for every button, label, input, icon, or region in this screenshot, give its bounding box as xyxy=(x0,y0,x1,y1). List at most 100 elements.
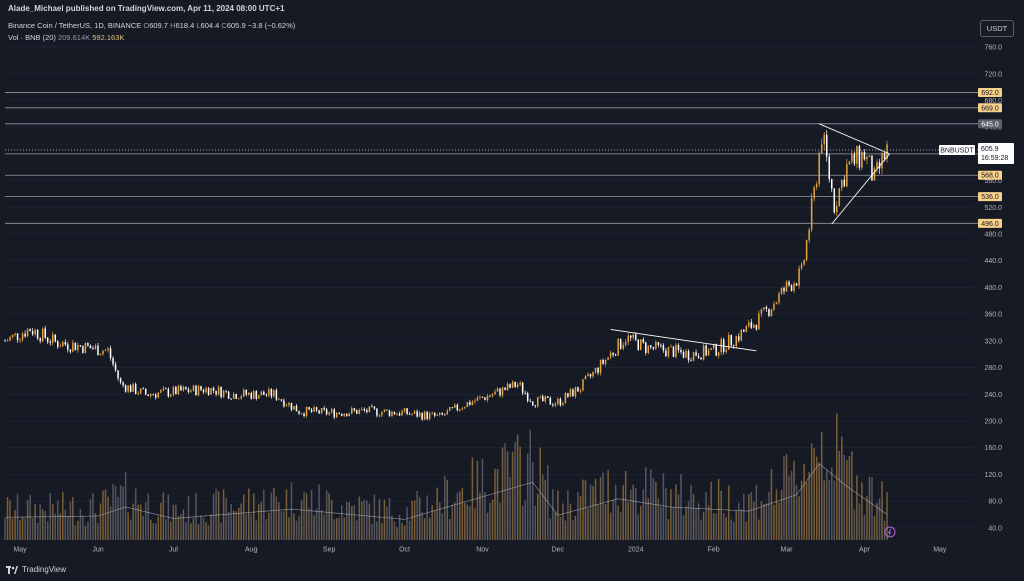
candle-body xyxy=(14,333,16,335)
candle-body xyxy=(501,387,504,396)
candle-body xyxy=(700,357,702,360)
volume-bar xyxy=(441,513,444,540)
candle-body xyxy=(237,398,240,400)
level-tag xyxy=(978,170,1002,180)
volume-bar xyxy=(594,478,597,540)
volume-bar xyxy=(506,451,509,540)
volume-bar xyxy=(112,483,114,540)
trendline xyxy=(610,329,757,352)
candle-body xyxy=(627,335,629,343)
candle-body xyxy=(152,394,155,396)
candle-body xyxy=(185,387,187,390)
candle-body xyxy=(730,334,732,346)
volume-bar xyxy=(358,496,361,540)
volume-bar xyxy=(614,484,617,540)
candle-body xyxy=(170,394,172,397)
y-tick-label: 240.0 xyxy=(984,392,1002,399)
volume-legend[interactable]: Vol · BNB (20) 209.614K 592.163K xyxy=(8,33,124,42)
volume-bar xyxy=(124,472,127,540)
candle-body xyxy=(604,359,607,364)
volume-bar xyxy=(323,514,325,540)
candle-body xyxy=(451,407,454,408)
volume-bar xyxy=(107,496,109,540)
volume-bar xyxy=(587,508,589,540)
volume-bar xyxy=(343,517,346,540)
candle-body xyxy=(549,397,552,405)
volume-bar xyxy=(672,507,675,540)
candle-body xyxy=(622,344,624,349)
volume-bar xyxy=(152,522,155,540)
volume-bar xyxy=(720,490,722,540)
candle-body xyxy=(285,405,288,407)
volume-bar xyxy=(310,489,313,540)
candle-body xyxy=(268,389,270,396)
candle-body xyxy=(667,347,670,357)
volume-bar xyxy=(185,521,187,540)
volume-bar xyxy=(268,512,270,540)
candle-body xyxy=(378,415,381,417)
candle-body xyxy=(348,413,351,417)
candle-body xyxy=(858,145,861,168)
symbol-tag-label: BNBUSDT xyxy=(940,147,974,154)
candle-body xyxy=(557,398,559,404)
ohlc-low-label: L xyxy=(196,21,201,30)
candle-body xyxy=(26,329,29,337)
x-tick-label: Nov xyxy=(476,547,489,554)
volume-bar xyxy=(562,503,564,540)
volume-bar xyxy=(459,491,461,540)
currency-button[interactable]: USDT xyxy=(980,20,1014,37)
candle-body xyxy=(559,398,562,406)
y-tick-label: 560.0 xyxy=(984,178,1002,185)
volume-bar xyxy=(210,514,212,540)
candle-body xyxy=(217,387,220,395)
volume-bar xyxy=(433,509,436,540)
volume-bar xyxy=(41,509,44,540)
volume-bar xyxy=(567,490,569,540)
candle-body xyxy=(109,348,112,359)
candle-body xyxy=(773,303,775,310)
volume-bar xyxy=(612,499,614,540)
volume-bar xyxy=(863,514,866,540)
volume-bar xyxy=(64,509,67,540)
volume-bar xyxy=(293,513,295,540)
candle-body xyxy=(881,153,883,169)
level-tag-label: 496.0 xyxy=(981,221,999,228)
x-tick-label: Jun xyxy=(92,547,103,554)
candle-body xyxy=(222,390,225,398)
candle-body xyxy=(642,339,645,343)
candle-body xyxy=(489,395,491,397)
volume-bar xyxy=(524,500,526,540)
volume-bar xyxy=(205,522,207,540)
symbol-legend[interactable]: Binance Coin / TetherUS, 1D, BINANCE O60… xyxy=(8,21,295,30)
volume-bar xyxy=(51,504,54,540)
volume-bar xyxy=(775,489,778,540)
candle-body xyxy=(147,394,149,396)
volume-bar xyxy=(59,513,62,540)
volume-bar xyxy=(283,510,285,540)
candle-body xyxy=(305,406,308,416)
x-tick-label: Apr xyxy=(859,547,871,554)
volume-bar xyxy=(232,510,235,540)
volume-ma-value: 592.163K xyxy=(92,33,125,42)
candle-body xyxy=(632,334,634,338)
volume-bar xyxy=(851,451,853,540)
volume-bar xyxy=(346,502,348,540)
candle-body xyxy=(403,408,406,412)
volume-bar xyxy=(381,523,383,540)
footer-brand[interactable]: TradingView xyxy=(6,565,66,574)
volume-bar xyxy=(652,477,655,540)
candle-body xyxy=(441,412,444,415)
volume-bar xyxy=(237,507,240,540)
candle-body xyxy=(876,162,878,169)
volume-bar xyxy=(351,506,353,540)
candle-body xyxy=(592,372,594,377)
volume-bar xyxy=(805,482,808,540)
candle-body xyxy=(863,151,866,160)
candle-body xyxy=(418,412,421,417)
volume-bar xyxy=(303,491,305,540)
volume-bar xyxy=(338,517,340,540)
candle-body xyxy=(330,409,333,413)
volume-bar xyxy=(89,499,92,540)
